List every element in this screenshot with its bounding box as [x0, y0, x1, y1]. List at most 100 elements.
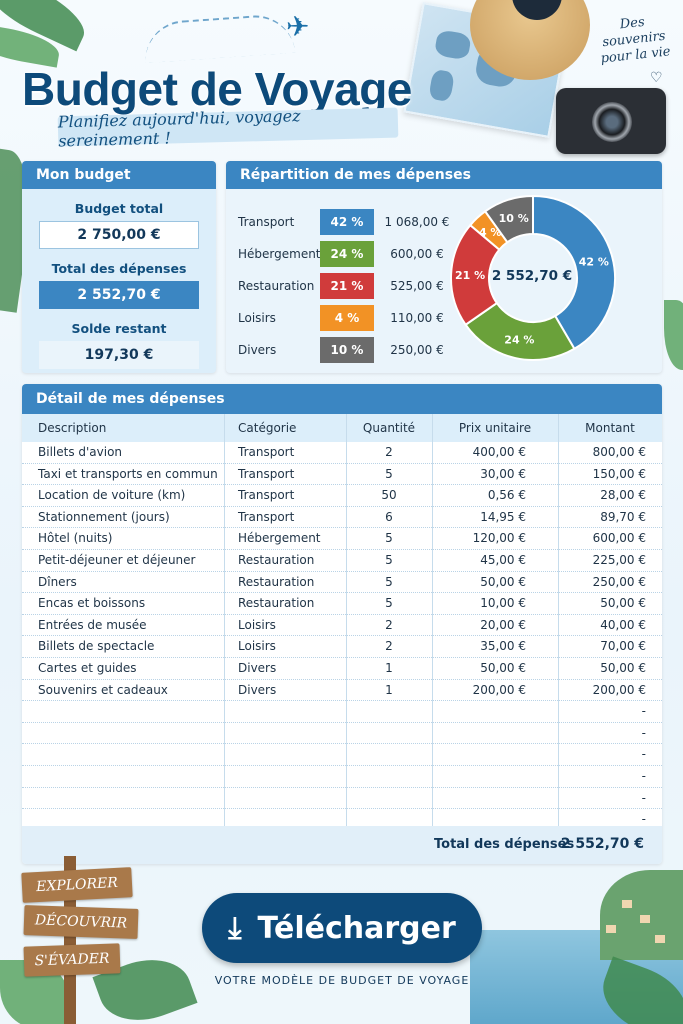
table-row[interactable]: - — [22, 788, 662, 810]
column-header-category[interactable]: Catégorie — [224, 414, 346, 442]
column-header-description[interactable]: Description — [22, 414, 224, 442]
sign-sevader: S'ÉVADER — [23, 943, 121, 977]
repartition-amount: 1 068,00 € — [376, 209, 458, 235]
cell-description: Dîners — [38, 574, 77, 589]
cell-amount: - — [641, 747, 646, 762]
souvenirs-note: Des souvenirs pour la vie — [599, 14, 672, 67]
table-row[interactable]: - — [22, 723, 662, 745]
table-row[interactable]: Billets d'avion Transport 2 400,00 € 800,00 … — [22, 442, 662, 464]
cell-amount: 89,70 € — [600, 509, 646, 524]
cell-unit-price: 20,00 € — [480, 617, 526, 632]
column-header-quantity[interactable]: Quantité — [346, 414, 432, 442]
cell-amount: - — [641, 725, 646, 740]
cell-category: Transport — [238, 466, 295, 481]
expense-donut-chart: 42 % 24 % 21 % 4 %10 % — [450, 194, 616, 361]
table-row[interactable]: - — [22, 744, 662, 766]
table-row[interactable]: Hôtel (nuits) Hébergement 5 120,00 € 600,00 … — [22, 528, 662, 550]
cell-description: Taxi et transports en commun — [38, 466, 218, 481]
repartition-amount: 525,00 € — [376, 273, 458, 299]
cell-description: Encas et boissons — [38, 596, 146, 611]
sign-decouvrir: DÉCOUVRIR — [23, 905, 139, 939]
donut-center-total: 2 552,70 € — [491, 268, 573, 284]
cell-quantity: 5 — [385, 596, 393, 611]
download-button[interactable]: ⤓ Télécharger — [202, 893, 482, 963]
repartition-label: Hébergement — [238, 247, 321, 261]
cell-amount: 200,00 € — [592, 682, 646, 697]
cell-amount: - — [641, 704, 646, 719]
table-row[interactable]: Souvenirs et cadeaux Divers 1 200,00 € 200,0… — [22, 680, 662, 702]
cell-unit-price: 10,00 € — [480, 596, 526, 611]
expense-detail-table: Détail de mes dépenses Description Catég… — [22, 384, 662, 864]
table-row[interactable]: Dîners Restauration 5 50,00 € 250,00 € — [22, 572, 662, 594]
table-row[interactable]: Billets de spectacle Loisirs 2 35,00 € 70,00… — [22, 636, 662, 658]
table-row[interactable]: Encas et boissons Restauration 5 10,00 € 50,… — [22, 593, 662, 615]
cell-description: Petit-déjeuner et déjeuner — [38, 553, 196, 567]
donut-slice-label: 10 % — [499, 212, 529, 225]
cell-description: Entrées de musée — [38, 617, 147, 632]
cell-amount: - — [641, 812, 646, 827]
cell-category: Restauration — [238, 596, 315, 611]
cell-description: Billets d'avion — [38, 445, 123, 459]
cell-description: Cartes et guides — [38, 661, 137, 675]
cell-category: Divers — [238, 682, 277, 697]
table-row[interactable]: Taxi et transports en commun Transport 5 30… — [22, 464, 662, 486]
column-header-unit-price[interactable]: Prix unitaire — [432, 414, 558, 442]
cell-quantity: 1 — [385, 682, 393, 697]
donut-slice-hébergement — [464, 301, 576, 361]
cell-description: Location de voiture (km) — [38, 488, 186, 503]
donut-slice-transport — [532, 194, 616, 351]
cell-category: Transport — [238, 509, 295, 524]
cell-category: Loisirs — [238, 639, 276, 654]
cell-amount: 50,00 € — [600, 596, 646, 611]
budget-total-field[interactable]: 2 750,00 € — [39, 221, 199, 249]
remaining-value: 197,30 € — [39, 341, 199, 369]
donut-slice-divers — [483, 194, 534, 244]
table-row[interactable]: - — [22, 766, 662, 788]
repartition-panel-heading: Répartition de mes dépenses — [226, 161, 662, 189]
remaining-label: Solde restant — [71, 321, 167, 336]
table-row[interactable]: Location de voiture (km) Transport 50 0,56 … — [22, 485, 662, 507]
spent-total-label: Total des dépenses — [51, 261, 187, 276]
cell-unit-price: 50,00 € — [480, 574, 526, 589]
cell-amount: 225,00 € — [592, 553, 646, 567]
heart-icon: ♡ — [650, 70, 663, 86]
cell-quantity: 5 — [385, 553, 393, 567]
repartition-amount: 110,00 € — [376, 305, 458, 331]
page-title: Budget de Voyage — [22, 63, 412, 115]
repartition-amount: 250,00 € — [376, 337, 458, 363]
table-row[interactable]: Cartes et guides Divers 1 50,00 € 50,00 € — [22, 658, 662, 680]
cell-category: Hébergement — [238, 531, 321, 546]
column-divider — [346, 414, 347, 826]
cell-unit-price: 0,56 € — [487, 488, 526, 503]
village-house — [622, 900, 632, 908]
village-house — [606, 925, 616, 933]
cell-amount: 250,00 € — [592, 574, 646, 589]
cell-description: Hôtel (nuits) — [38, 531, 113, 546]
cell-amount: - — [641, 769, 646, 783]
cell-unit-price: 120,00 € — [472, 531, 526, 546]
cell-category: Restauration — [238, 574, 315, 589]
details-heading: Détail de mes dépenses — [22, 384, 662, 414]
palm-leaf-decoration — [664, 300, 683, 370]
cell-category: Transport — [238, 488, 295, 503]
village-house — [655, 935, 665, 943]
table-row[interactable]: - — [22, 701, 662, 723]
village-house — [640, 915, 650, 923]
cell-description: Stationnement (jours) — [38, 509, 170, 524]
repartition-label: Transport — [238, 215, 295, 229]
donut-slice-label: 4 % — [479, 226, 502, 239]
table-row[interactable]: Stationnement (jours) Transport 6 14,95 € 89… — [22, 507, 662, 529]
straw-hat-illustration — [470, 0, 590, 80]
repartition-percent: 24 % — [320, 241, 374, 267]
sign-explorer: EXPLORER — [21, 867, 133, 903]
repartition-percent: 21 % — [320, 273, 374, 299]
column-divider — [558, 414, 559, 826]
table-row[interactable]: Petit-déjeuner et déjeuner Restauration 5 4… — [22, 550, 662, 572]
repartition-row: Hébergement 24 % 600,00 € — [226, 241, 466, 267]
table-row[interactable]: Entrées de musée Loisirs 2 20,00 € 40,00 € — [22, 615, 662, 637]
column-header-amount[interactable]: Montant — [558, 414, 662, 442]
cell-unit-price: 35,00 € — [480, 639, 526, 654]
cell-unit-price: 400,00 € — [472, 445, 526, 459]
tagline: Planifiez aujourd'hui, voyagez sereineme… — [58, 106, 399, 150]
cell-unit-price: 45,00 € — [480, 553, 526, 567]
